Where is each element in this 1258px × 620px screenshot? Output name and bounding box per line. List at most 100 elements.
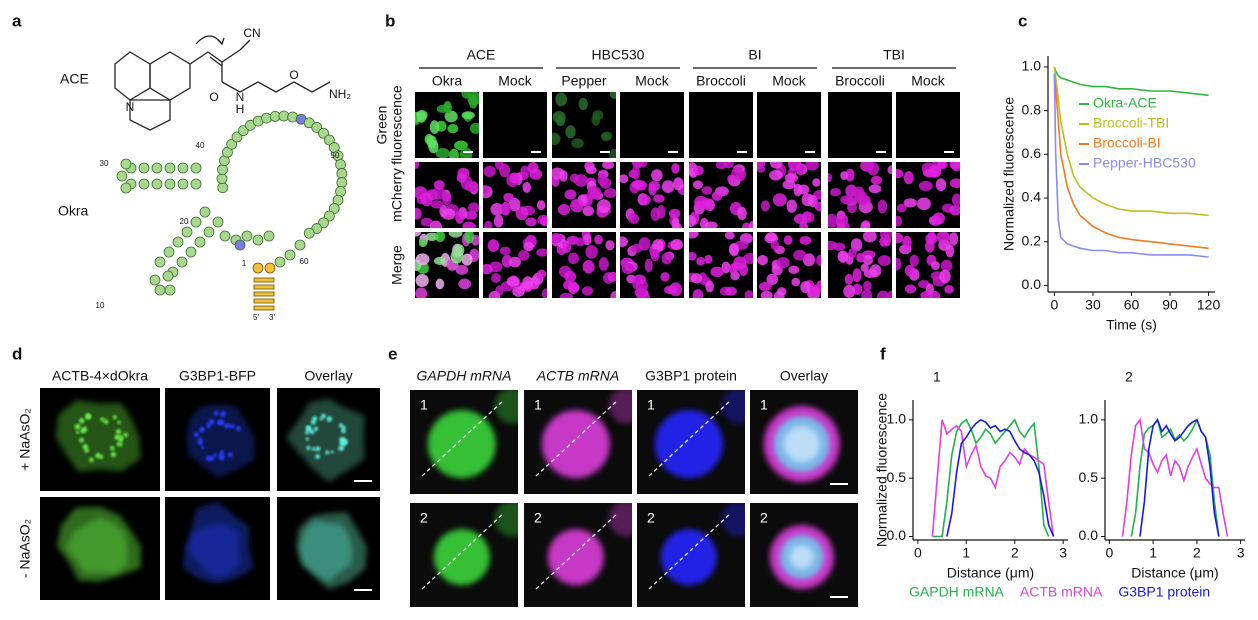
legend-label: Broccoli-TBI xyxy=(1093,115,1169,131)
granule xyxy=(197,437,203,443)
nucleus xyxy=(661,252,673,265)
nucleotide xyxy=(194,236,206,248)
y-tick-label: 0.6 xyxy=(1022,145,1042,161)
nucleotide xyxy=(203,226,215,238)
nucleus xyxy=(592,110,604,120)
nucleus xyxy=(902,235,912,250)
y-axis-label: Normalized fluorescence xyxy=(874,393,890,547)
nucleus xyxy=(570,199,584,213)
nucleus xyxy=(448,232,463,238)
nucleus xyxy=(415,207,422,220)
x-tick-label: 2 xyxy=(1193,545,1201,561)
nucleus xyxy=(541,288,547,298)
panel-label: c xyxy=(1018,11,1027,30)
nucleus xyxy=(784,173,798,183)
nucleus xyxy=(848,248,857,258)
nucleus xyxy=(721,261,731,274)
nucleotide xyxy=(177,162,189,174)
micrograph: 2 xyxy=(750,503,858,607)
nucleus xyxy=(415,232,421,237)
nucleus xyxy=(455,210,465,224)
nucleus xyxy=(635,285,646,297)
series-line xyxy=(1139,418,1220,537)
row-label: + NaAsO₂ xyxy=(17,408,33,471)
x-axis-label: Time (s) xyxy=(1106,317,1157,333)
nucleus xyxy=(733,256,747,270)
nucleus xyxy=(499,246,511,255)
nucleus xyxy=(903,198,917,208)
column-label: Broccoli xyxy=(835,73,885,89)
granule xyxy=(205,455,211,461)
nucleotide-number: 60 xyxy=(300,257,309,266)
nucleotide xyxy=(261,112,272,124)
granule xyxy=(311,447,316,451)
granule xyxy=(82,444,89,450)
nucleus xyxy=(867,162,879,176)
granule xyxy=(326,416,333,422)
nucleus xyxy=(887,165,892,175)
nucleotide xyxy=(190,216,202,228)
micrograph xyxy=(165,497,270,600)
nucleus xyxy=(582,260,595,274)
nucleus xyxy=(450,249,464,264)
cell-number: 2 xyxy=(534,510,542,526)
micrograph xyxy=(689,162,753,228)
nucleus xyxy=(705,280,714,293)
nucleus xyxy=(529,168,543,180)
nucleus xyxy=(896,203,907,213)
image-bg xyxy=(757,92,821,158)
nucleus xyxy=(663,285,678,295)
micrograph xyxy=(40,388,160,491)
nucleus xyxy=(523,241,534,252)
nucleus xyxy=(776,257,790,269)
micrograph xyxy=(552,232,616,298)
nucleus xyxy=(462,221,476,228)
nucleus xyxy=(503,192,514,202)
row-label: Merge xyxy=(389,245,405,285)
nucleus xyxy=(484,220,493,228)
neighbor xyxy=(494,390,518,424)
granule xyxy=(339,440,346,447)
nucleus xyxy=(651,169,663,182)
group-label: BI xyxy=(748,47,761,63)
column-label: Overlay xyxy=(304,368,352,384)
nucleus xyxy=(525,217,537,227)
y-tick-label: 0.8 xyxy=(1022,101,1042,117)
nucleus xyxy=(435,278,445,290)
granule xyxy=(315,446,321,452)
nucleus xyxy=(944,285,954,294)
nucleus xyxy=(483,165,496,177)
nucleus xyxy=(555,92,568,107)
nucleotide xyxy=(263,230,275,242)
nucleus xyxy=(433,180,445,190)
nucleotide xyxy=(154,284,166,296)
granule xyxy=(123,432,128,438)
nucleus xyxy=(877,255,891,266)
granule xyxy=(112,415,117,420)
micrograph: 1 xyxy=(637,390,745,494)
x-tick-label: 0 xyxy=(1051,297,1059,313)
nucleus xyxy=(509,172,521,184)
nucleus xyxy=(425,232,439,241)
image-bg xyxy=(828,92,892,158)
nucleus xyxy=(828,173,833,183)
nucleus xyxy=(922,168,937,178)
micrograph: 1 xyxy=(524,390,632,494)
nucleus xyxy=(760,290,773,298)
nucleus xyxy=(429,120,440,135)
nucleus xyxy=(800,281,811,294)
neighbor xyxy=(721,503,745,537)
micrograph: 2 xyxy=(637,503,745,607)
granule xyxy=(217,420,222,424)
nucleotide xyxy=(216,173,228,185)
granule xyxy=(118,442,123,447)
atom-label: O xyxy=(289,68,298,82)
nucleotide xyxy=(217,182,229,194)
nucleus xyxy=(602,162,615,170)
cell xyxy=(541,410,610,479)
nucleotide xyxy=(336,177,348,188)
nucleus xyxy=(828,213,838,228)
nucleus xyxy=(638,162,648,168)
granule xyxy=(227,452,233,458)
nucleotide xyxy=(199,206,211,218)
